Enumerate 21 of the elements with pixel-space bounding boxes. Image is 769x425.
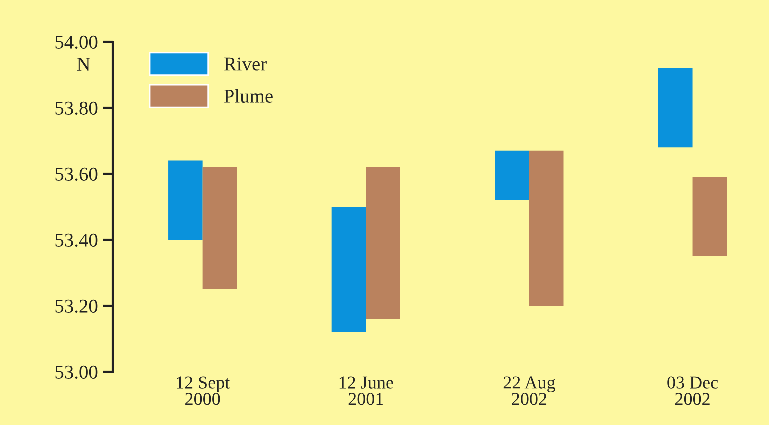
bar <box>692 177 728 256</box>
bar <box>202 167 238 290</box>
y-tick-label: 53.40 <box>56 234 98 248</box>
x-tick-label: 12 Sept 2000 <box>177 376 230 406</box>
bar <box>529 150 564 306</box>
bar <box>168 160 203 240</box>
bar <box>332 207 366 332</box>
bar <box>366 167 400 320</box>
x-tick-label: 22 Aug 2002 <box>504 376 556 406</box>
x-tick-label: 03 Dec 2002 <box>668 376 718 406</box>
y-tick-label: 53.20 <box>56 300 98 314</box>
bar <box>658 68 693 148</box>
x-tick-label: 12 June 2001 <box>340 376 394 406</box>
y-tick-label: 53.80 <box>56 102 98 116</box>
legend-label: Plume <box>224 89 273 103</box>
bar <box>495 150 530 200</box>
y-tick-label: 54.00 <box>56 36 98 50</box>
legend-label: River <box>224 58 267 71</box>
y-tick-label: 53.00 <box>56 366 98 380</box>
y-tick-label: 53.60 <box>56 168 98 182</box>
y-axis-title: N <box>77 58 90 71</box>
